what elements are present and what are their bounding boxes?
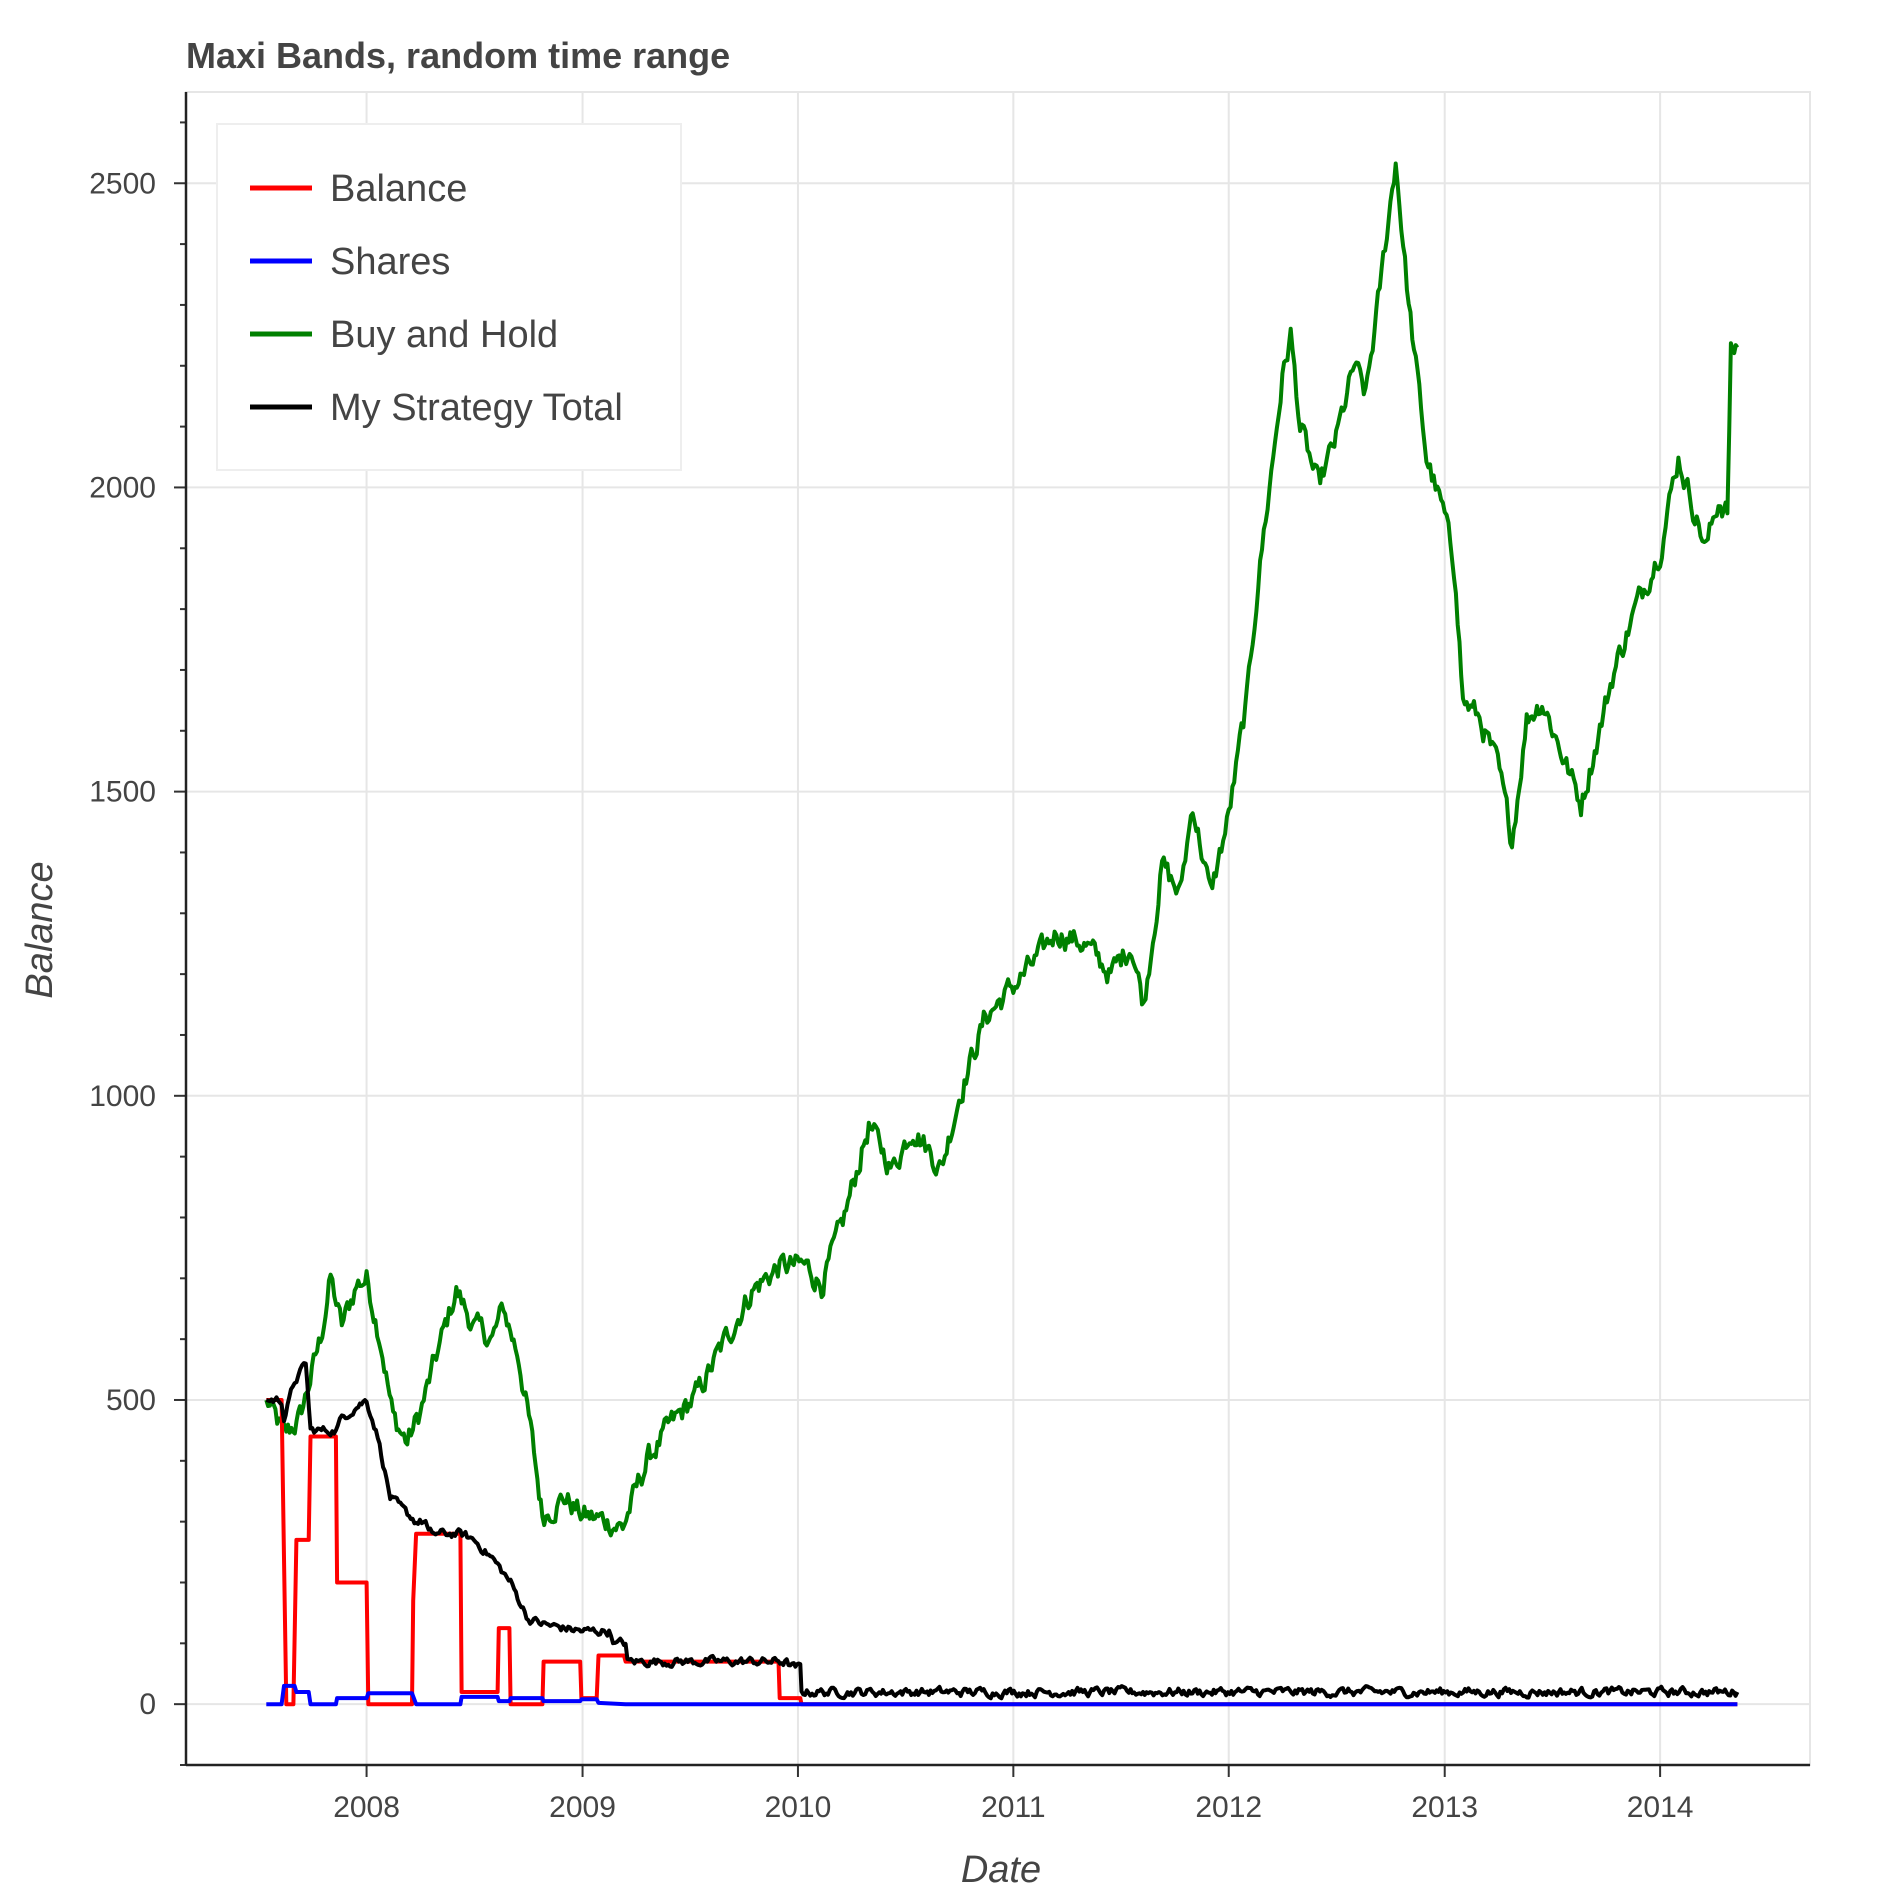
axes: 0 500 1000 1500 2000 2500 2008 2009 2010 2011 2012… [89, 92, 1810, 1824]
x-tick-label: 2014 [1627, 1791, 1694, 1824]
y-tick-label: 500 [106, 1384, 156, 1417]
legend-label: Shares [330, 241, 450, 283]
series-line-my-strategy-total [265, 1361, 1740, 1701]
legend-label: My Strategy Total [330, 387, 623, 429]
x-tick-label: 2008 [333, 1791, 400, 1824]
y-tick-label: 2000 [89, 471, 156, 504]
series-layer [264, 161, 1740, 1707]
y-tick-label: 0 [139, 1688, 156, 1721]
series-line-shares [266, 1683, 1738, 1707]
x-tick-label: 2011 [981, 1791, 1046, 1824]
series-line-balance [266, 1398, 1738, 1707]
chart-title: Maxi Bands, random time range [186, 35, 730, 76]
legend-box [216, 123, 682, 471]
x-axis-label: Date [961, 1849, 1041, 1891]
grid [185, 91, 1811, 1766]
x-tick-label: 2010 [765, 1791, 832, 1824]
legend: Balance Shares Buy and Hold My Strategy Tot… [216, 123, 682, 471]
y-tick-label: 2500 [89, 167, 156, 200]
y-tick-label: 1500 [89, 776, 156, 809]
legend-label: Buy and Hold [330, 314, 558, 356]
y-axis-label: Balance [19, 861, 61, 998]
x-tick-label: 2012 [1195, 1791, 1262, 1824]
x-tick-label: 2009 [549, 1791, 616, 1824]
y-tick-label: 1000 [89, 1080, 156, 1113]
series-line-buy-and-hold [264, 161, 1740, 1538]
x-tick-label: 2013 [1411, 1791, 1478, 1824]
legend-label: Balance [330, 168, 467, 210]
